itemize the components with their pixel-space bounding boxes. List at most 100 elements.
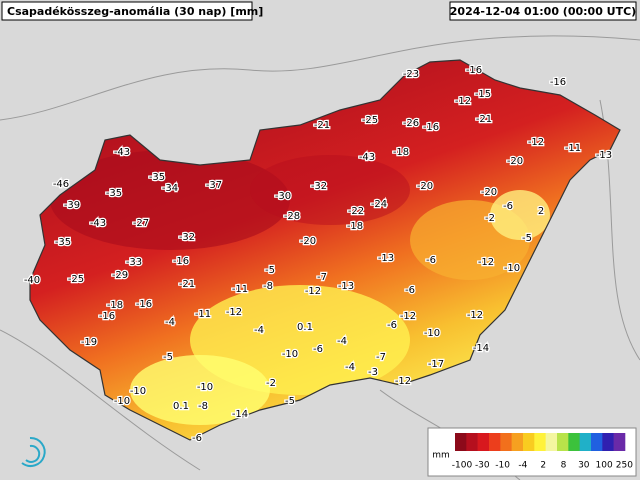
station-value: -26 (403, 118, 419, 129)
station-value: -16 (423, 122, 439, 133)
station-value: -10 (130, 386, 146, 397)
station-value: -20 (481, 187, 497, 198)
station-value: -32 (179, 232, 195, 243)
legend-swatch (534, 433, 546, 451)
station-value: -7 (376, 352, 386, 363)
station-value: -23 (403, 69, 419, 80)
station-value: -2 (485, 213, 495, 224)
station-value: -8 (198, 401, 208, 412)
legend-swatch (523, 433, 535, 451)
station-value: -10 (197, 382, 213, 393)
station-value: -10 (114, 396, 130, 407)
station-value: -11 (565, 143, 581, 154)
timestamp: 2024-12-04 01:00 (00:00 UTC) (450, 5, 636, 18)
title: Csapadékösszeg-anomália (30 nap) [mm] (7, 5, 263, 18)
station-value: -18 (107, 300, 123, 311)
station-value: -21 (314, 120, 330, 131)
legend-unit: mm (432, 451, 450, 461)
station-value: -11 (232, 284, 248, 295)
station-value: -12 (478, 257, 494, 268)
station-value: -6 (192, 433, 202, 444)
station-value: -18 (393, 147, 409, 158)
station-value: -35 (149, 172, 165, 183)
station-value: -20 (417, 181, 433, 192)
title-box (1, 1, 253, 21)
station-value: -16 (136, 299, 152, 310)
station-value: -43 (359, 152, 375, 163)
station-value: -14 (473, 343, 489, 354)
legend-swatch (466, 433, 478, 451)
station-value: -25 (362, 115, 378, 126)
station-value: -14 (232, 409, 248, 420)
station-value: -34 (162, 183, 178, 194)
legend-swatch (613, 433, 626, 451)
legend-swatch (500, 433, 512, 451)
station-value: -4 (254, 325, 264, 336)
legend-tick-label: -10 (495, 461, 510, 471)
station-value: -5 (522, 233, 532, 244)
station-value: -21 (179, 279, 195, 290)
station-value: 2 (538, 206, 544, 217)
station-value: -6 (313, 344, 323, 355)
station-value: -18 (347, 221, 363, 232)
station-value: -5 (285, 396, 295, 407)
legend-swatch (591, 433, 603, 451)
logo (21, 436, 46, 467)
legend-swatch (455, 433, 467, 451)
station-value: -12 (226, 307, 242, 318)
station-value: -33 (126, 257, 142, 268)
legend-tick-label: 100 (596, 461, 613, 471)
station-value: -3 (368, 367, 378, 378)
station-value: -5 (265, 265, 275, 276)
borders (0, 35, 640, 480)
station-value: -12 (455, 96, 471, 107)
legend-swatch (489, 433, 501, 451)
station-value: -40 (24, 275, 40, 286)
station-value: -35 (55, 237, 71, 248)
station-value: -12 (395, 376, 411, 387)
legend-tick-label: -4 (518, 461, 527, 471)
station-value: 0.1 (297, 322, 313, 333)
station-value: -22 (348, 206, 364, 217)
station-value: -13 (378, 253, 394, 264)
station-value: -20 (507, 156, 523, 167)
station-value: -13 (338, 281, 354, 292)
station-value: -10 (424, 328, 440, 339)
station-value: -17 (428, 359, 444, 370)
station-value: 0.1 (173, 401, 189, 412)
station-value: -46 (53, 179, 69, 190)
station-value: -8 (263, 281, 273, 292)
station-value: -27 (133, 218, 149, 229)
station-value: -16 (550, 77, 566, 88)
station-value: -21 (476, 114, 492, 125)
legend-tick-label: 30 (578, 461, 590, 471)
legend-tick-label: 2 (540, 461, 546, 471)
timestamp-box (449, 1, 637, 21)
station-value: -43 (114, 147, 130, 158)
station-value: -16 (99, 311, 115, 322)
legend-tick-label: -30 (475, 461, 490, 471)
station-value: -13 (596, 150, 612, 161)
legend-swatch (477, 433, 490, 451)
legend-swatch (579, 433, 592, 451)
station-value: -12 (400, 311, 416, 322)
legend-swatch (511, 433, 524, 451)
legend-swatch (557, 433, 569, 451)
station-value: -43 (90, 218, 106, 229)
station-value: -25 (68, 274, 84, 285)
legend-tick-label: -100 (452, 461, 473, 471)
legend-swatch (602, 433, 614, 451)
legend-tick-label: 250 (616, 461, 633, 471)
station-value: -12 (528, 137, 544, 148)
station-value: -20 (300, 236, 316, 247)
station-value: -16 (466, 65, 482, 76)
station-value: -4 (337, 336, 347, 347)
legend-swatch (545, 433, 558, 451)
station-value: -6 (387, 320, 397, 331)
legend-swatch (568, 433, 580, 451)
station-value: -29 (112, 270, 128, 281)
station-value: -2 (266, 378, 276, 389)
station-value: -7 (317, 272, 327, 283)
station-value: -39 (64, 200, 80, 211)
